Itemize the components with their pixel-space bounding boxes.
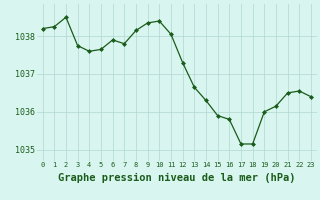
X-axis label: Graphe pression niveau de la mer (hPa): Graphe pression niveau de la mer (hPa) xyxy=(58,173,296,183)
